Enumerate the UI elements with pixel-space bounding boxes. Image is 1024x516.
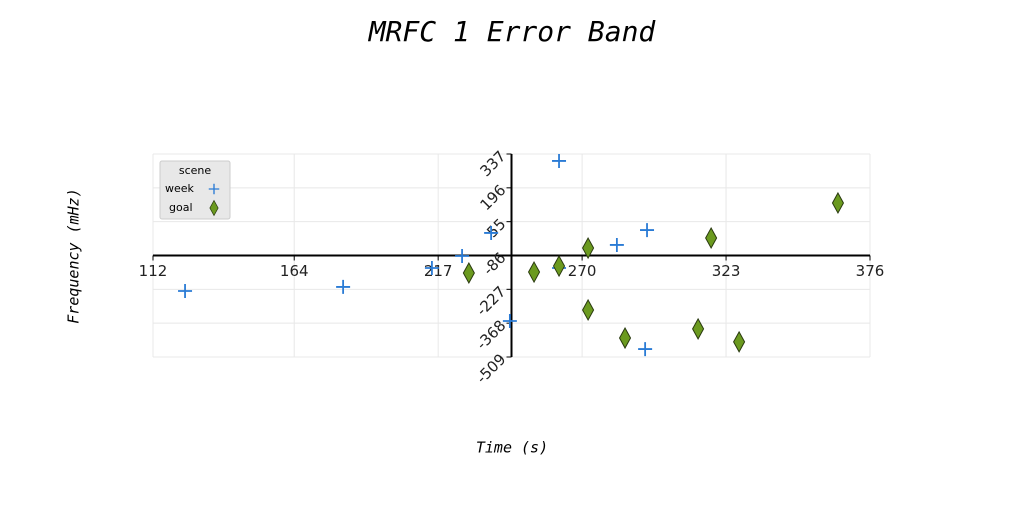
point: [462, 261, 475, 285]
point: [527, 261, 541, 284]
x-tick-label: 164: [280, 262, 309, 280]
point: [484, 225, 499, 240]
y-tick-label: -86: [479, 249, 509, 279]
point: [638, 342, 653, 357]
point: [618, 327, 632, 350]
point: [640, 223, 655, 238]
point: [336, 279, 351, 294]
x-tick-label: 376: [856, 262, 885, 280]
x-tick-label: 323: [712, 262, 741, 280]
legend-label: week: [165, 182, 195, 195]
x-tick-label: 217: [424, 262, 453, 280]
legend-title: scene: [179, 164, 212, 177]
point: [733, 330, 746, 353]
point: [424, 260, 439, 275]
point: [582, 237, 595, 260]
chart-title: MRFC 1 Error Band: [368, 15, 657, 48]
y-tick-label: 196: [477, 181, 510, 214]
point: [692, 317, 705, 340]
point: [705, 226, 718, 250]
y-tick-label: -368: [473, 316, 510, 353]
x-tick-label: 112: [139, 262, 168, 280]
legend-marker: [209, 199, 219, 217]
y-tick-label: -227: [473, 283, 510, 320]
y-tick-label: 55: [483, 215, 509, 241]
y-axis-label: Frequency (mHz): [65, 188, 83, 323]
x-tick-label: 270: [568, 262, 597, 280]
y-tick-label: -509: [473, 350, 510, 387]
point: [831, 191, 845, 214]
x-axis-label: Time (s): [476, 439, 548, 457]
point: [609, 237, 624, 252]
point: [552, 255, 566, 278]
point: [582, 298, 595, 322]
legend-marker: [208, 183, 220, 195]
point: [502, 314, 517, 329]
point: [552, 153, 567, 168]
point: [455, 248, 470, 263]
y-tick-label: 337: [477, 147, 510, 180]
legend-label: goal: [169, 201, 193, 214]
point: [178, 284, 193, 299]
